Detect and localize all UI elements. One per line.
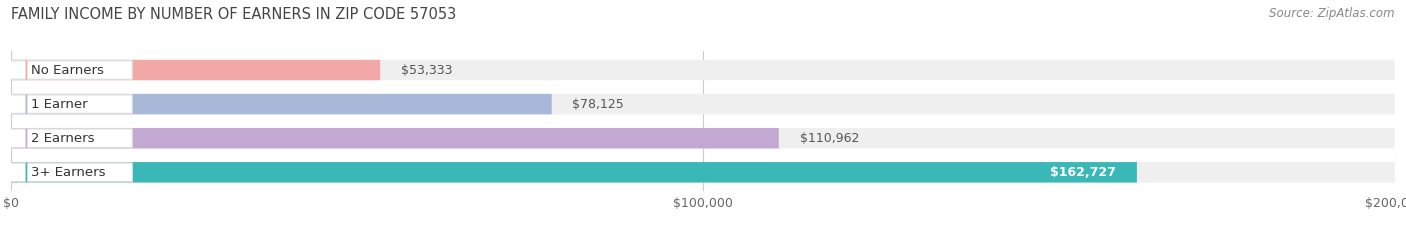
FancyBboxPatch shape: [11, 128, 779, 148]
FancyBboxPatch shape: [11, 94, 551, 114]
Text: Source: ZipAtlas.com: Source: ZipAtlas.com: [1270, 7, 1395, 20]
Text: 3+ Earners: 3+ Earners: [31, 166, 105, 179]
FancyBboxPatch shape: [8, 61, 132, 79]
Text: $162,727: $162,727: [1050, 166, 1116, 179]
FancyBboxPatch shape: [8, 163, 132, 182]
Text: No Earners: No Earners: [31, 64, 104, 76]
FancyBboxPatch shape: [8, 129, 132, 147]
FancyBboxPatch shape: [11, 162, 1137, 182]
FancyBboxPatch shape: [11, 162, 1395, 182]
FancyBboxPatch shape: [11, 128, 1395, 148]
FancyBboxPatch shape: [11, 60, 380, 80]
Text: $78,125: $78,125: [572, 98, 624, 111]
Text: 2 Earners: 2 Earners: [31, 132, 94, 145]
FancyBboxPatch shape: [8, 95, 132, 113]
Text: $53,333: $53,333: [401, 64, 453, 76]
Text: $110,962: $110,962: [800, 132, 859, 145]
FancyBboxPatch shape: [11, 60, 1395, 80]
FancyBboxPatch shape: [11, 94, 1395, 114]
Text: 1 Earner: 1 Earner: [31, 98, 87, 111]
Text: FAMILY INCOME BY NUMBER OF EARNERS IN ZIP CODE 57053: FAMILY INCOME BY NUMBER OF EARNERS IN ZI…: [11, 7, 457, 22]
